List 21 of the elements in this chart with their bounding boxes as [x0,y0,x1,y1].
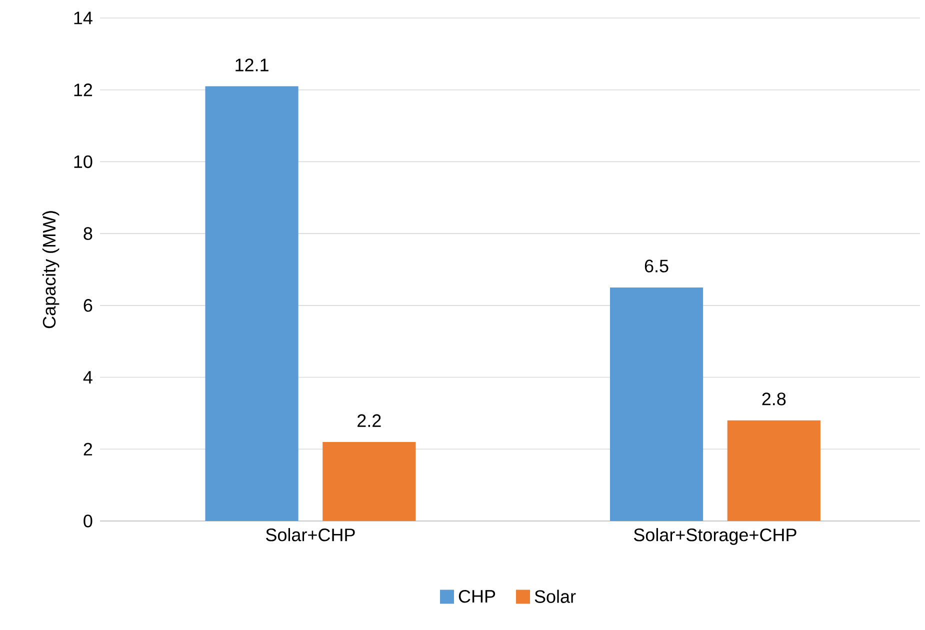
legend-label: Solar [534,590,576,603]
y-tick-label: 8 [84,227,92,240]
y-tick-label: 6 [84,299,92,312]
data-label: 6.5 [644,260,668,272]
y-tick-label: 14 [74,12,92,24]
bar [205,86,298,521]
bar [610,287,704,521]
y-tick-label: 2 [84,442,92,456]
data-label: 2.8 [762,392,786,406]
legend-label: CHP [458,590,496,603]
y-tick-label: 10 [74,155,92,168]
data-label: 2.2 [358,414,381,427]
y-tick-label: 4 [83,371,92,384]
data-label: 12.1 [236,58,268,72]
x-tick-label: Solar+CHP [266,528,355,542]
x-tick-label: Solar+Storage+CHP [634,528,796,545]
y-axis-title: Capacity (MW) [42,211,60,328]
bar [727,420,820,521]
bar [322,442,416,521]
y-tick-label: 12 [74,84,92,96]
y-tick-label: 0 [84,514,92,528]
